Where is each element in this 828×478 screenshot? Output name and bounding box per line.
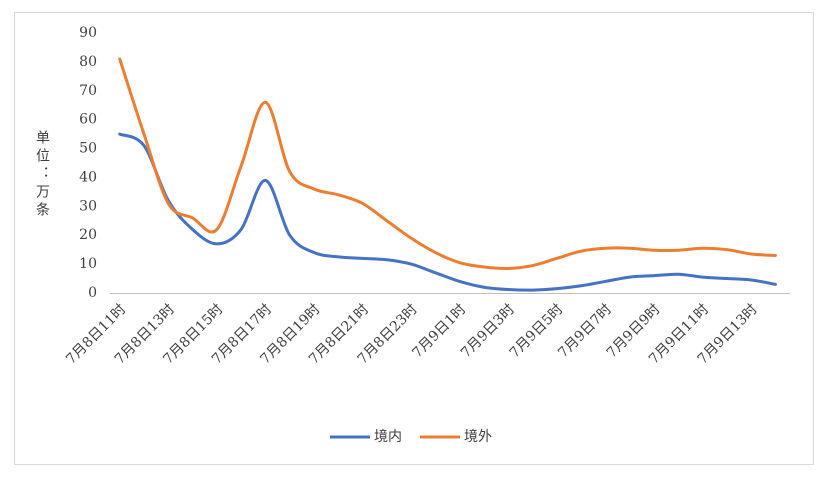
y-tick-label: 30	[79, 198, 97, 214]
y-tick-label: 60	[79, 112, 97, 128]
legend-label: 境外	[464, 429, 492, 445]
y-tick-label: 80	[79, 54, 97, 70]
y-tick-label: 20	[79, 227, 97, 243]
legend-label: 境内	[374, 429, 402, 445]
y-tick-label: 70	[79, 83, 97, 99]
y-axis-label: 单位：万条	[34, 130, 50, 220]
y-tick-label: 0	[88, 285, 97, 301]
y-tick-label: 10	[79, 256, 97, 272]
y-tick-label: 90	[79, 25, 97, 41]
series-line	[118, 57, 777, 270]
y-tick-label: 50	[79, 141, 97, 157]
y-tick-label: 40	[79, 169, 97, 185]
series-line	[118, 132, 777, 292]
